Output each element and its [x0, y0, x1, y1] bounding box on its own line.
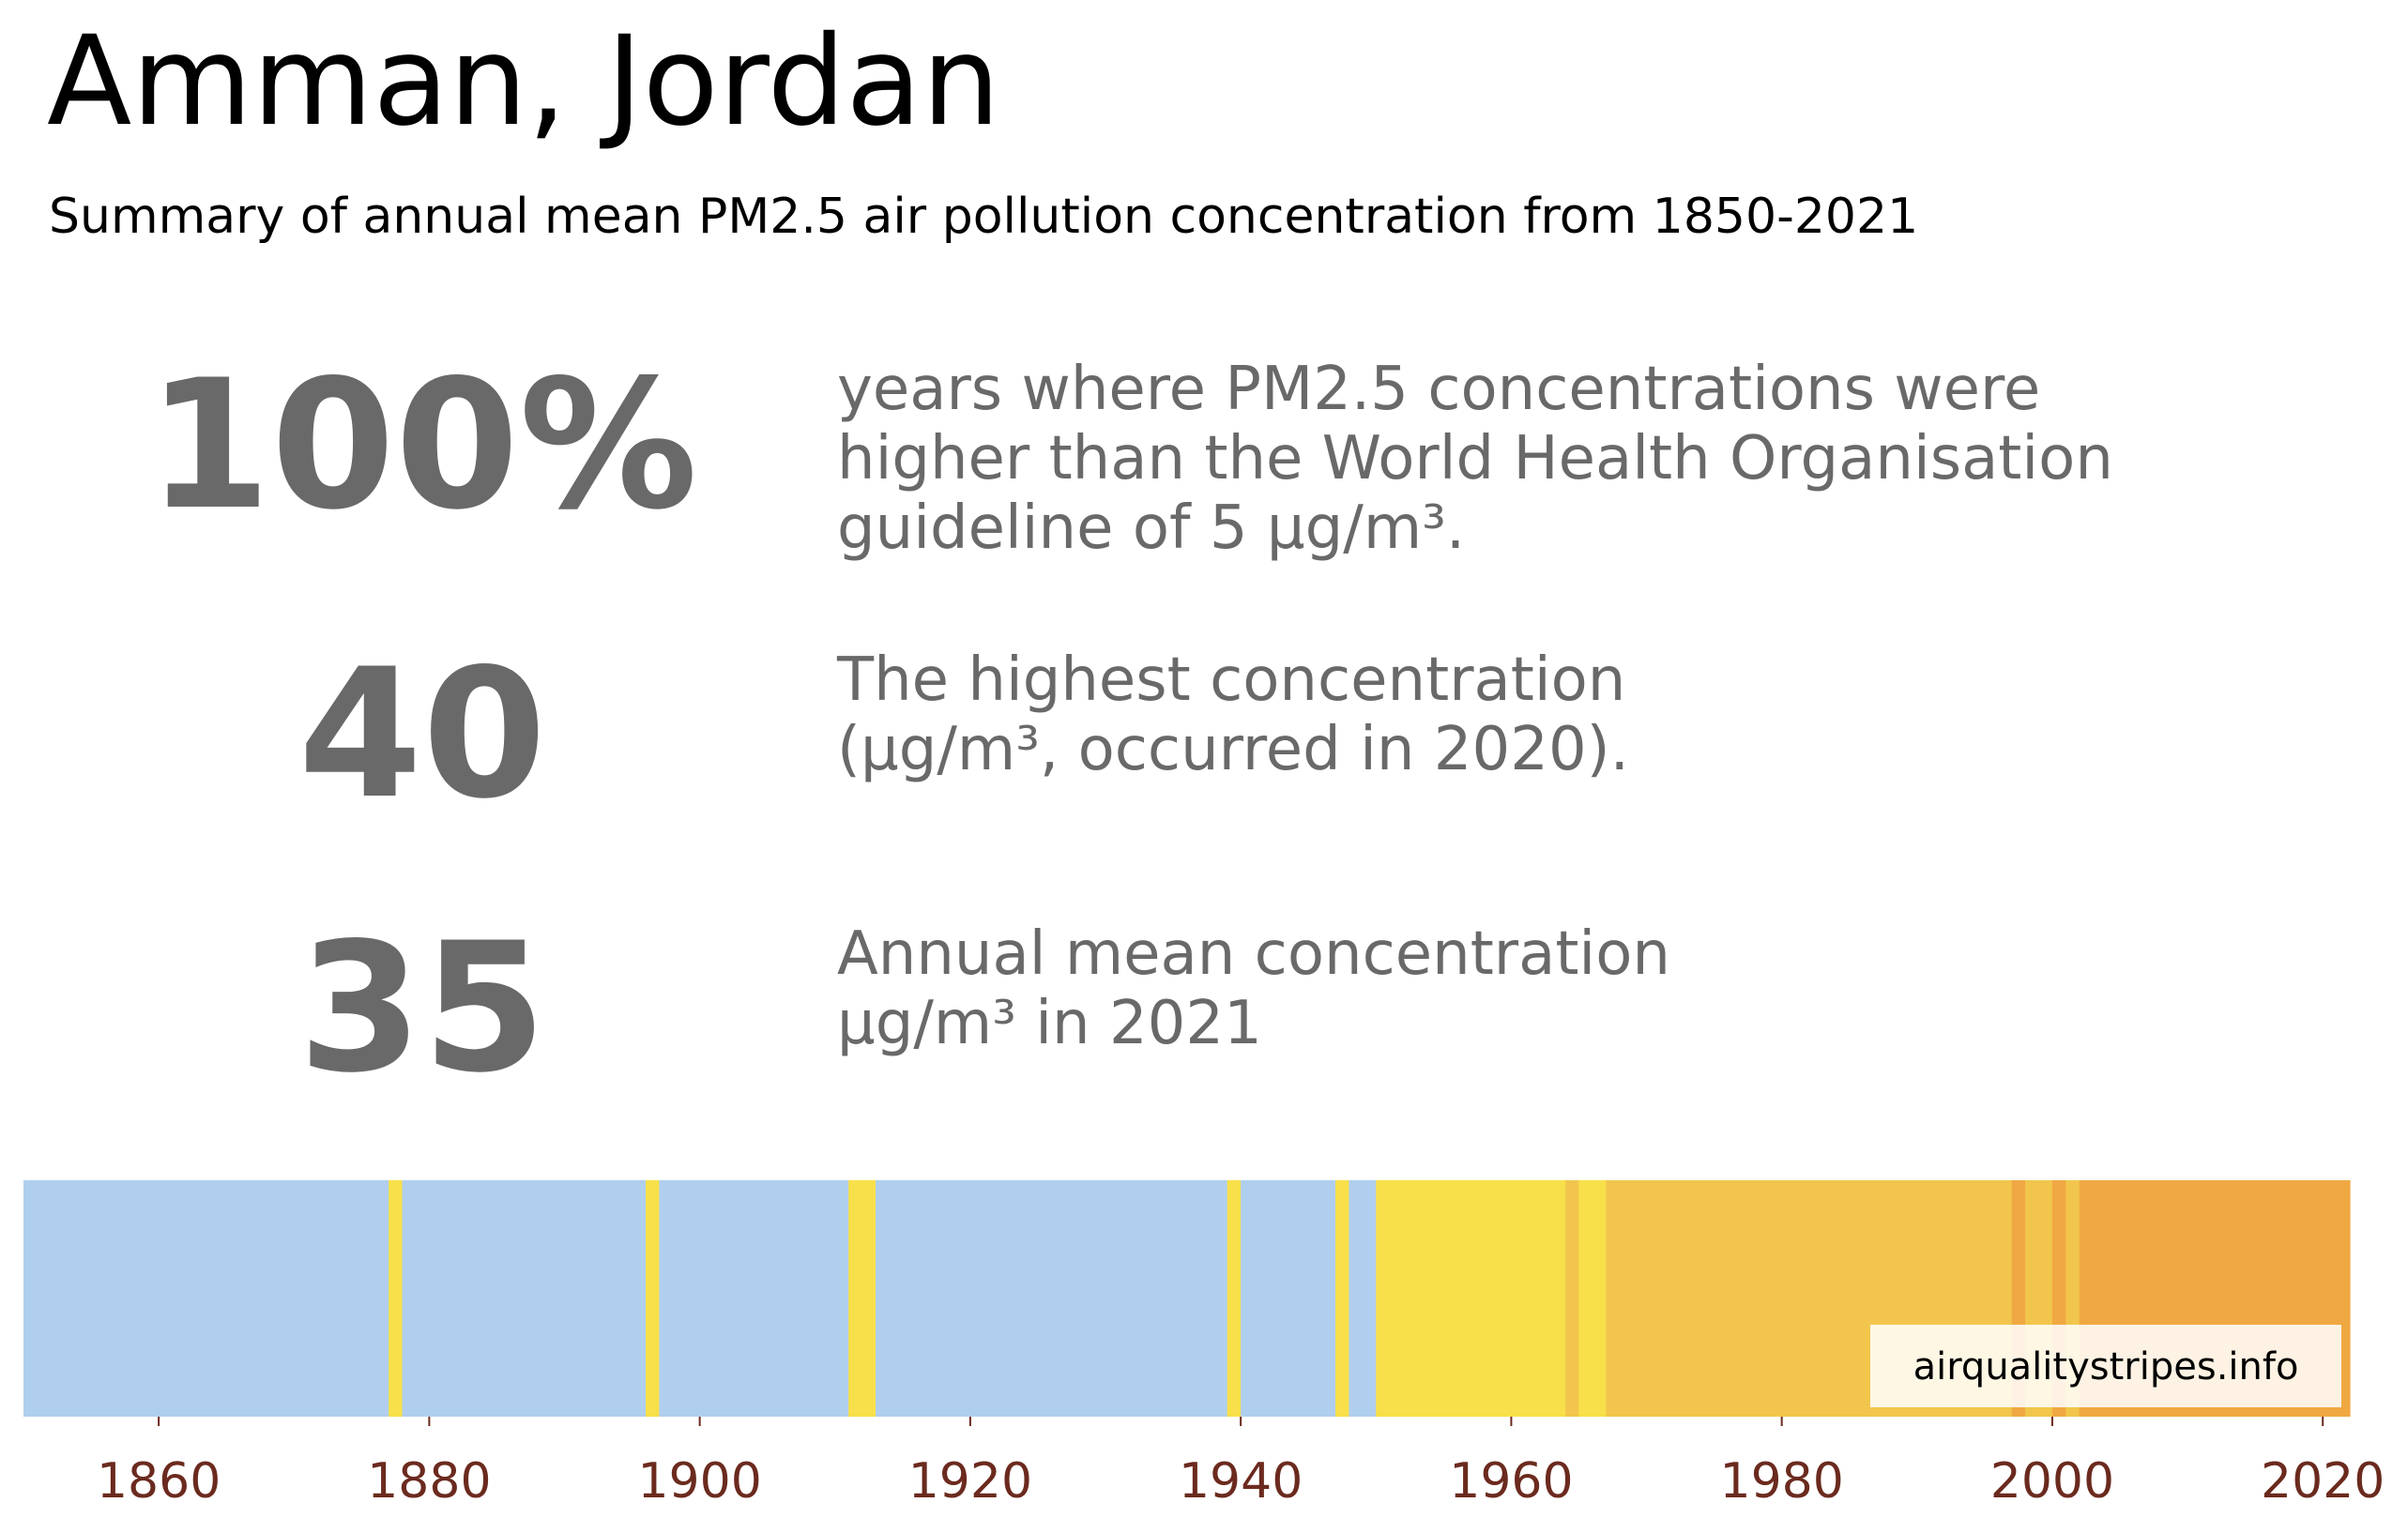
stripe-1877-1878 [389, 1180, 404, 1417]
stripe-1850-1877 [23, 1180, 389, 1417]
x-tick-label-1960: 1960 [1449, 1453, 1573, 1510]
stat-percent-value: 100% [146, 342, 698, 549]
x-tick-label-1940: 1940 [1179, 1453, 1303, 1510]
stripe-1911-1913 [848, 1180, 876, 1417]
x-tick-label-2020: 2020 [2261, 1453, 2385, 1510]
stat-highest-value: 40 [297, 630, 547, 838]
stripe-1897-1911 [659, 1180, 849, 1417]
stripe-1948-1950 [1349, 1180, 1377, 1417]
stripe-1950-1964 [1376, 1180, 1566, 1417]
stripe-1913-1939 [876, 1180, 1228, 1417]
stripe-1940-1947 [1241, 1180, 1336, 1417]
watermark-text: airqualitystripes.info [1913, 1345, 2299, 1389]
stat-percent-line-3: guideline of 5 µg/m³. [837, 493, 1466, 563]
stat-highest-description: The highest concentration (µg/m³, occurr… [837, 645, 1629, 784]
stripe-1965-1967 [1578, 1180, 1607, 1417]
stat-highest-line-2: (µg/m³, occurred in 2020). [837, 715, 1629, 784]
stat-highest-line-1: The highest concentration [837, 645, 1626, 715]
stripe-1947-1948 [1335, 1180, 1350, 1417]
stripe-1939-1940 [1227, 1180, 1242, 1417]
watermark-box [1870, 1325, 2341, 1407]
stripe-1964-1965 [1565, 1180, 1580, 1417]
stat-annual-mean-line-2: µg/m³ in 2021 [837, 989, 1262, 1058]
x-axis-ticks: 1860 1880 1900 1920 1940 1960 1980 2000 2020 [97, 1417, 2385, 1510]
stat-annual-mean-description: Annual mean concentration µg/m³ in 2021 [837, 919, 1670, 1058]
stat-percent-line-1: years where PM2.5 concentrations were [837, 355, 2041, 424]
x-tick-label-1920: 1920 [908, 1453, 1032, 1510]
watermark: airqualitystripes.info [1870, 1325, 2341, 1407]
stat-percent-description: years where PM2.5 concentrations were hi… [837, 355, 2113, 563]
x-tick-label-1900: 1900 [637, 1453, 761, 1510]
stat-annual-mean-value: 35 [297, 904, 547, 1112]
stripe-1878-1896 [402, 1180, 647, 1417]
page-subtitle: Summary of annual mean PM2.5 air polluti… [49, 189, 1919, 245]
x-tick-label-1980: 1980 [1719, 1453, 1843, 1510]
x-tick-label-2000: 2000 [1990, 1453, 2114, 1510]
page-title: Amman, Jordan [47, 9, 1000, 154]
x-tick-label-1880: 1880 [367, 1453, 491, 1510]
stat-annual-mean-line-1: Annual mean concentration [837, 919, 1670, 989]
stripe-1896-1897 [645, 1180, 660, 1417]
x-tick-label-1860: 1860 [97, 1453, 221, 1510]
stat-percent-line-2: higher than the World Health Organisatio… [837, 424, 2113, 493]
